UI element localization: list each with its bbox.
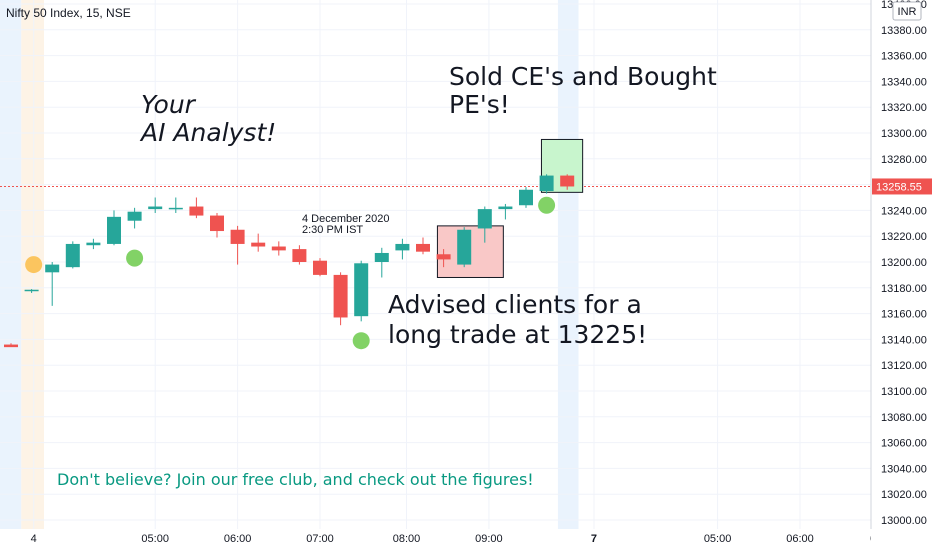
- last-price-tag-label: 13258.55: [876, 181, 922, 193]
- chart-title: Nifty 50 Index, 15, NSE: [6, 6, 131, 20]
- candle-up: [148, 206, 163, 210]
- price-axis-tick-label: 13140.00: [881, 334, 927, 346]
- signal-marker-dot: [352, 332, 370, 350]
- candle-up: [86, 242, 101, 246]
- candle-down: [189, 206, 204, 216]
- annotation-sold-line1: Sold CE's and Bought: [449, 62, 717, 91]
- price-axis-tick-label: 13060.00: [881, 438, 927, 450]
- price-axis-tick-label: 13360.00: [881, 51, 927, 63]
- time-axis-tick-label: 09:00: [475, 533, 503, 545]
- candle-up: [354, 263, 369, 317]
- candle-down: [230, 229, 245, 244]
- session-band: [0, 0, 22, 529]
- candle-up: [395, 243, 410, 251]
- price-axis-tick-label: 13380.00: [881, 25, 927, 37]
- chart-grid: [0, 0, 877, 529]
- annotation-date-line2: 2:30 PM IST: [302, 224, 363, 236]
- price-axis-tick-label: 13000.00: [881, 515, 927, 527]
- time-axis-tick-label: 07:00: [306, 533, 334, 545]
- time-axis-tick-label: 4: [31, 533, 37, 545]
- candle-up: [45, 264, 60, 273]
- candle-up: [24, 289, 39, 292]
- price-axis-tick-label: 13120.00: [881, 360, 927, 372]
- time-axis-tick-label: 05:00: [141, 533, 169, 545]
- annotation-club: Don't believe? Join our free club, and c…: [57, 470, 534, 489]
- candle-down: [251, 242, 266, 247]
- time-axis-tick-label: 7: [591, 533, 597, 545]
- time-axis-tick-label: 08:00: [393, 533, 421, 545]
- price-axis-tick-label: 13200.00: [881, 257, 927, 269]
- signal-marker-dot: [25, 256, 43, 274]
- candle-up: [539, 175, 554, 192]
- candle-up: [168, 207, 183, 210]
- annotation-ai-line2: AI Analyst!: [139, 118, 276, 147]
- candle-up: [457, 229, 472, 265]
- annotation-advised-line2: long trade at 13225!: [388, 320, 647, 349]
- time-axis-tick-label: 06:00: [224, 533, 252, 545]
- candle-down: [560, 175, 575, 187]
- candle-up: [65, 243, 80, 268]
- candle-up: [107, 216, 121, 244]
- candle-down: [271, 246, 286, 251]
- candle-down: [4, 344, 18, 348]
- price-axis-tick-label: 13300.00: [881, 128, 927, 140]
- signal-marker-dot: [126, 249, 144, 267]
- candle-up: [127, 211, 142, 221]
- price-axis-tick-label: 13040.00: [881, 463, 927, 475]
- annotation-date-line1: 4 December 2020: [302, 213, 389, 225]
- price-axis-tick-label: 13180.00: [881, 283, 927, 295]
- signal-markers: [25, 196, 556, 350]
- time-axis-tick-label: 05:00: [704, 533, 732, 545]
- price-axis-tick-label: 13160.00: [881, 309, 927, 321]
- candle-down: [416, 243, 430, 252]
- candle-down: [313, 260, 327, 275]
- currency-label: INR: [898, 6, 917, 18]
- candle-down: [436, 254, 451, 260]
- candles: [4, 174, 575, 348]
- price-axis-tick-label: 13080.00: [881, 412, 927, 424]
- price-axis: 13000.00 13020.00 13040.00 13060.00 13080.00…: [881, 0, 927, 527]
- candle-down: [210, 215, 224, 232]
- annotation-advised-line1: Advised clients for a: [388, 290, 642, 319]
- last-price-tag-background: [872, 178, 932, 195]
- price-axis-tick-label: 13280.00: [881, 154, 927, 166]
- price-axis-tick-label: 13220.00: [881, 231, 927, 243]
- last-price-tag: 13258.55: [872, 178, 932, 195]
- candle-up: [477, 209, 492, 229]
- currency-badge[interactable]: [892, 1, 922, 21]
- candle-down: [292, 249, 307, 262]
- price-axis-tick-label: 13320.00: [881, 102, 927, 114]
- candle-up: [519, 189, 533, 206]
- price-axis-tick-label: 13340.00: [881, 76, 927, 88]
- session-band: [557, 0, 579, 529]
- signal-marker-dot: [538, 196, 556, 214]
- price-axis-tick-label: 13020.00: [881, 489, 927, 501]
- time-axis-tick-label: 06:00: [786, 533, 814, 545]
- annotation-sold-line2: PE's!: [449, 90, 510, 119]
- price-axis-tick-label: 13100.00: [881, 386, 927, 398]
- annotation-ai-line1: Your: [141, 90, 197, 119]
- candle-down: [333, 274, 348, 318]
- price-axis-tick-label: 13240.00: [881, 205, 927, 217]
- price-scale-background: [871, 0, 932, 550]
- candle-up: [374, 252, 389, 262]
- candle-up: [498, 206, 513, 210]
